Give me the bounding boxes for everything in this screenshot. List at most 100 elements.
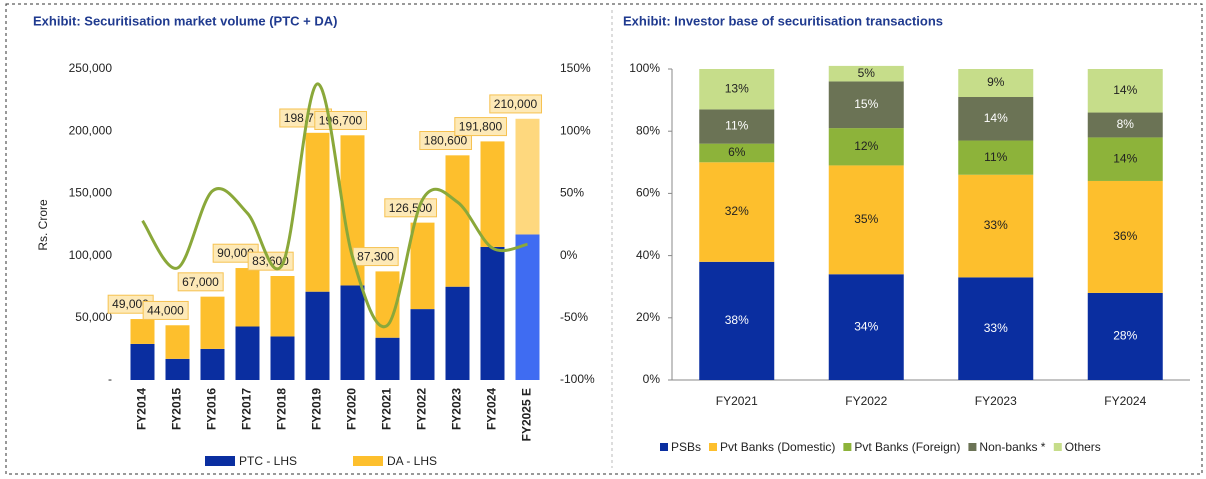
y-tick-label: 100,000 bbox=[69, 248, 113, 262]
bar-segment bbox=[480, 246, 505, 380]
y-tick-label: 0% bbox=[643, 372, 661, 386]
y-tick-label: 60% bbox=[636, 186, 660, 200]
bar-segment bbox=[699, 69, 775, 110]
x-tick-label: FY2024 bbox=[485, 388, 499, 430]
legend-swatch bbox=[205, 456, 235, 466]
y-tick-label: 80% bbox=[636, 123, 660, 137]
legend-label: DA - LHS bbox=[387, 454, 437, 468]
bar-segment bbox=[165, 325, 190, 359]
bar-segment bbox=[270, 276, 295, 337]
x-tick-label: FY2017 bbox=[240, 388, 254, 430]
y-tick-label: 50,000 bbox=[75, 310, 112, 324]
y2-tick-label: 50% bbox=[560, 186, 584, 200]
bar-segment bbox=[270, 336, 295, 380]
y-tick-label: 250,000 bbox=[69, 61, 113, 75]
x-tick-label: FY2025 E bbox=[520, 388, 534, 441]
value-label: 38% bbox=[725, 313, 749, 327]
value-label: 14% bbox=[1113, 151, 1137, 165]
bar-segment bbox=[958, 140, 1034, 175]
x-tick-label: FY2022 bbox=[415, 388, 429, 430]
value-label: 33% bbox=[984, 321, 1008, 335]
legend-label: Non-banks * bbox=[979, 440, 1045, 454]
x-tick-label: FY2021 bbox=[380, 388, 394, 430]
bar-segment bbox=[1087, 180, 1163, 293]
x-tick-label: FY2021 bbox=[716, 394, 758, 408]
total-label: 44,000 bbox=[147, 303, 184, 317]
x-tick-label: FY2022 bbox=[845, 394, 887, 408]
bar-segment bbox=[828, 65, 904, 82]
chart-title: Exhibit: Investor base of securitisation… bbox=[623, 13, 943, 28]
x-tick-label: FY2019 bbox=[310, 388, 324, 430]
total-label: 191,800 bbox=[459, 120, 503, 134]
y-tick-label: 200,000 bbox=[69, 123, 113, 137]
total-label-box bbox=[142, 300, 189, 320]
bar-segment bbox=[305, 132, 330, 292]
bar-segment bbox=[130, 343, 155, 380]
bar-segment bbox=[1087, 112, 1163, 138]
bar-segment bbox=[1087, 69, 1163, 113]
bar-segment bbox=[699, 109, 775, 144]
value-label: 14% bbox=[1113, 83, 1137, 97]
value-label: 35% bbox=[854, 212, 878, 226]
bar-segment bbox=[200, 348, 225, 380]
y2-tick-label: 100% bbox=[560, 123, 591, 137]
x-tick-label: FY2015 bbox=[170, 388, 184, 430]
legend-label: Pvt Banks (Foreign) bbox=[854, 440, 960, 454]
bar-segment bbox=[828, 81, 904, 129]
bar-segment bbox=[410, 309, 435, 380]
legend-swatch bbox=[968, 443, 977, 451]
y2-tick-label: -50% bbox=[560, 310, 588, 324]
y2-tick-label: 150% bbox=[560, 61, 591, 75]
value-label: 11% bbox=[984, 150, 1007, 164]
x-tick-label: FY2020 bbox=[345, 388, 359, 430]
bar-segment bbox=[340, 285, 365, 380]
y2-tick-label: -100% bbox=[560, 372, 595, 386]
bar-segment bbox=[699, 261, 775, 380]
x-tick-label: FY2018 bbox=[275, 388, 289, 430]
bar-segment bbox=[699, 162, 775, 262]
bar-segment bbox=[200, 296, 225, 349]
legend-label: Others bbox=[1065, 440, 1101, 454]
x-tick-label: FY2023 bbox=[450, 388, 464, 430]
bar-segment bbox=[480, 141, 505, 247]
y-tick-label: 40% bbox=[636, 248, 660, 262]
legend-label: PSBs bbox=[671, 440, 701, 454]
bar-segment bbox=[515, 234, 540, 380]
total-label: 67,000 bbox=[182, 275, 219, 289]
total-label: 126,500 bbox=[389, 201, 433, 215]
legend-label: PTC - LHS bbox=[239, 454, 297, 468]
y-tick-label: - bbox=[108, 372, 112, 386]
bar-segment bbox=[410, 222, 435, 310]
legend-label: Pvt Banks (Domestic) bbox=[720, 440, 835, 454]
value-label: 5% bbox=[858, 66, 876, 80]
value-label: 8% bbox=[1117, 117, 1135, 131]
bar-segment bbox=[828, 165, 904, 275]
legend-swatch bbox=[709, 443, 718, 451]
x-tick-label: FY2014 bbox=[135, 388, 149, 430]
total-label: 196,700 bbox=[319, 113, 363, 127]
total-label-box bbox=[177, 272, 224, 292]
bar-segment bbox=[958, 277, 1034, 380]
page-border bbox=[5, 3, 1203, 475]
total-label-box bbox=[489, 94, 543, 114]
y-tick-label: 150,000 bbox=[69, 186, 113, 200]
value-label: 32% bbox=[725, 204, 749, 218]
legend-swatch bbox=[660, 443, 668, 451]
y-tick-label: 20% bbox=[636, 310, 660, 324]
bar-segment bbox=[1087, 292, 1163, 380]
value-label: 9% bbox=[987, 75, 1005, 89]
bar-segment bbox=[958, 69, 1034, 97]
value-label: 15% bbox=[854, 97, 878, 111]
value-label: 11% bbox=[725, 119, 748, 133]
x-tick-label: FY2024 bbox=[1104, 394, 1146, 408]
y2-tick-label: 0% bbox=[560, 248, 578, 262]
bar-segment bbox=[699, 143, 775, 163]
bar-segment bbox=[828, 274, 904, 380]
y-tick-label: 100% bbox=[629, 61, 660, 75]
total-label: 180,600 bbox=[424, 134, 468, 148]
value-label: 13% bbox=[725, 81, 749, 95]
legend-swatch bbox=[1053, 443, 1062, 451]
value-label: 28% bbox=[1113, 329, 1137, 343]
bar-segment bbox=[305, 291, 330, 380]
